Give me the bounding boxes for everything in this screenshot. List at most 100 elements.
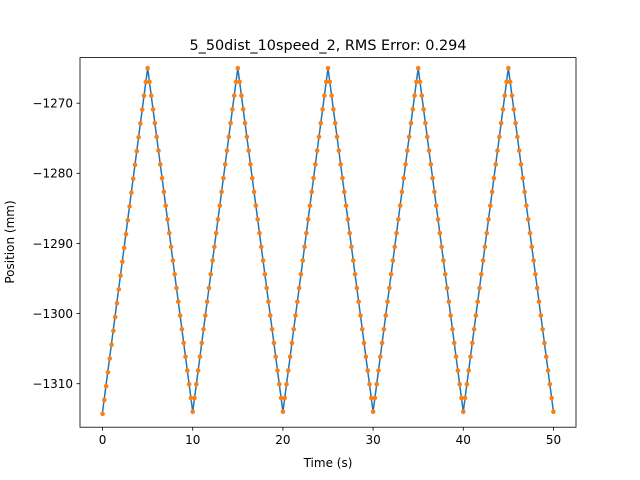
measured-point bbox=[116, 287, 122, 292]
measured-point bbox=[147, 79, 152, 85]
measured-point bbox=[311, 175, 316, 181]
measured-point bbox=[376, 368, 381, 373]
measured-point bbox=[130, 176, 136, 182]
measured-point bbox=[253, 203, 259, 208]
measured-point bbox=[497, 134, 502, 140]
measured-point bbox=[132, 162, 138, 168]
measured-point bbox=[477, 285, 482, 291]
measured-point bbox=[464, 381, 470, 387]
measured-point bbox=[121, 245, 127, 251]
measured-point bbox=[197, 354, 203, 360]
measured-point bbox=[412, 93, 417, 98]
measured-point bbox=[488, 203, 493, 208]
measured-point bbox=[513, 120, 518, 126]
measured-point bbox=[549, 395, 554, 401]
measured-point bbox=[244, 134, 250, 140]
measured-point bbox=[107, 356, 113, 361]
measured-point bbox=[242, 120, 248, 126]
measured-point bbox=[206, 285, 212, 291]
measured-point bbox=[114, 300, 120, 306]
measured-point bbox=[213, 230, 219, 236]
measured-point bbox=[168, 244, 174, 250]
measured-point bbox=[212, 244, 217, 250]
measured-point bbox=[237, 79, 242, 85]
measured-point bbox=[370, 409, 376, 415]
plot-points bbox=[100, 65, 556, 417]
measured-point bbox=[260, 258, 266, 263]
measured-point bbox=[336, 148, 342, 153]
measured-point bbox=[435, 217, 441, 222]
measured-point bbox=[289, 340, 295, 346]
y-tick-label: −1310 bbox=[32, 377, 73, 391]
measured-point bbox=[230, 107, 235, 112]
measured-point bbox=[406, 134, 412, 140]
measured-point bbox=[430, 175, 435, 181]
measured-point bbox=[323, 79, 329, 85]
measured-point bbox=[219, 189, 224, 195]
measured-point bbox=[217, 203, 223, 208]
measured-point bbox=[419, 93, 425, 98]
measured-point bbox=[534, 285, 540, 291]
x-tick-label: 0 bbox=[99, 433, 107, 447]
measured-point bbox=[152, 120, 158, 126]
measured-point bbox=[172, 272, 177, 277]
measured-point bbox=[421, 107, 426, 112]
measured-point bbox=[453, 354, 459, 360]
measured-point bbox=[277, 381, 282, 387]
measured-point bbox=[159, 175, 165, 181]
measured-point bbox=[273, 354, 278, 360]
measured-point bbox=[280, 409, 286, 415]
measured-point bbox=[318, 120, 324, 126]
measured-point bbox=[484, 230, 490, 236]
measured-point bbox=[325, 65, 331, 71]
measured-point bbox=[390, 258, 396, 263]
measured-point bbox=[154, 134, 159, 140]
measured-point bbox=[127, 204, 132, 209]
x-tick-label: 50 bbox=[546, 433, 561, 447]
measured-point bbox=[215, 217, 221, 222]
measured-point bbox=[498, 120, 504, 126]
measured-point bbox=[383, 313, 389, 318]
measured-point bbox=[502, 93, 508, 98]
measured-point bbox=[188, 395, 194, 401]
measured-point bbox=[246, 148, 251, 153]
measured-point bbox=[441, 258, 446, 263]
measured-point bbox=[271, 340, 277, 346]
measured-point bbox=[194, 381, 199, 387]
measured-point bbox=[150, 107, 156, 112]
measured-point bbox=[235, 65, 241, 71]
measured-point bbox=[181, 340, 187, 346]
measured-point bbox=[298, 272, 304, 277]
measured-point bbox=[284, 381, 289, 387]
measured-point bbox=[522, 189, 527, 195]
measured-point bbox=[199, 340, 205, 346]
measured-point bbox=[228, 120, 233, 126]
measured-point bbox=[547, 381, 553, 387]
measured-point bbox=[349, 244, 354, 250]
measured-point bbox=[415, 65, 421, 71]
measured-point bbox=[192, 395, 197, 401]
measured-point bbox=[358, 313, 363, 318]
measured-point bbox=[363, 354, 369, 360]
x-tick-label: 20 bbox=[275, 433, 290, 447]
measured-point bbox=[515, 134, 520, 140]
measured-point bbox=[520, 175, 526, 181]
measured-point bbox=[462, 395, 468, 401]
measured-point bbox=[379, 340, 385, 346]
measured-point bbox=[118, 273, 123, 278]
measured-point bbox=[300, 258, 306, 263]
measured-point bbox=[240, 107, 246, 112]
measured-point bbox=[195, 368, 201, 373]
measured-point bbox=[471, 326, 477, 332]
measured-point bbox=[350, 258, 356, 263]
measured-point bbox=[275, 368, 280, 373]
measured-point bbox=[507, 79, 513, 85]
measured-point bbox=[103, 383, 109, 389]
measured-point bbox=[356, 299, 361, 305]
measured-point bbox=[295, 299, 300, 305]
measured-point bbox=[359, 326, 365, 332]
measured-point bbox=[111, 328, 116, 334]
measured-point bbox=[397, 203, 403, 208]
x-tick-label: 30 bbox=[365, 433, 380, 447]
measured-point bbox=[170, 258, 176, 263]
